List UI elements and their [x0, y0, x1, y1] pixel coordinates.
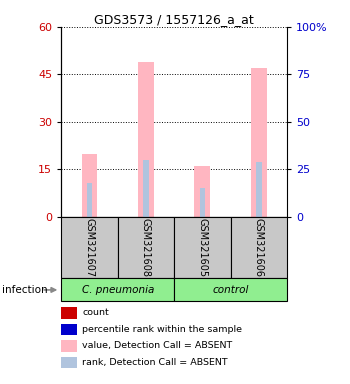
- Text: GSM321605: GSM321605: [197, 218, 207, 277]
- Text: infection: infection: [2, 285, 47, 295]
- Bar: [138, 62, 154, 217]
- Bar: [199, 189, 205, 217]
- Bar: [195, 166, 210, 217]
- Bar: [256, 162, 261, 217]
- Bar: [87, 183, 92, 217]
- Text: GSM321607: GSM321607: [84, 218, 94, 277]
- Text: C. pneumonia: C. pneumonia: [82, 285, 154, 295]
- Bar: [61, 278, 174, 301]
- Bar: [143, 160, 149, 217]
- Text: control: control: [212, 285, 249, 295]
- Text: rank, Detection Call = ABSENT: rank, Detection Call = ABSENT: [82, 358, 228, 367]
- Bar: [61, 217, 118, 278]
- Bar: [174, 217, 231, 278]
- Bar: [231, 217, 287, 278]
- Bar: [174, 278, 287, 301]
- Text: value, Detection Call = ABSENT: value, Detection Call = ABSENT: [82, 341, 232, 351]
- Title: GDS3573 / 1557126_a_at: GDS3573 / 1557126_a_at: [94, 13, 254, 26]
- Text: count: count: [82, 308, 109, 318]
- Bar: [82, 154, 97, 217]
- Text: GSM321608: GSM321608: [141, 218, 151, 277]
- Bar: [118, 217, 174, 278]
- Text: percentile rank within the sample: percentile rank within the sample: [82, 325, 242, 334]
- Text: GSM321606: GSM321606: [254, 218, 264, 277]
- Bar: [251, 68, 267, 217]
